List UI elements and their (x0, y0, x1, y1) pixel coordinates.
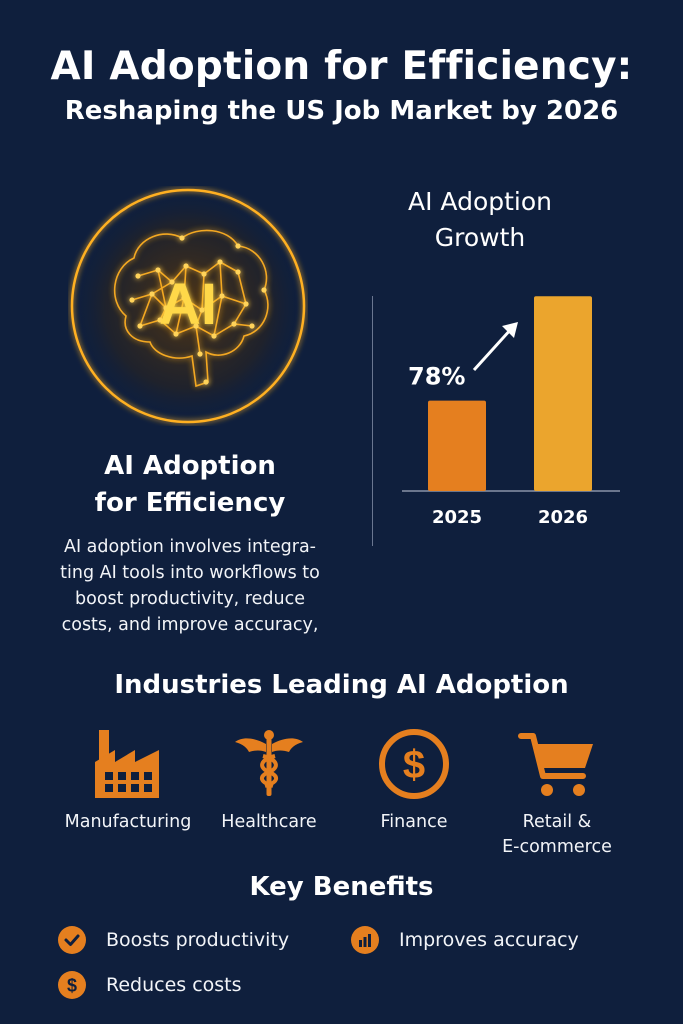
bar-2026 (534, 296, 592, 491)
intro-body-line1: AI adoption involves integra- (63, 537, 317, 557)
check-circle-icon (58, 926, 86, 954)
chart-svg: 2025 78% 2026 (402, 296, 620, 528)
benefits-title: Key Benefits (249, 872, 434, 902)
brain-icon: AI (70, 188, 306, 424)
x-tick-label: 2026 (538, 507, 588, 528)
chart-title-line2: Growth (434, 223, 526, 252)
industry-retail: Retail & E-commerce (482, 728, 632, 860)
bar-chart-circle-icon (351, 926, 379, 954)
industries-title: Industries Leading AI Adoption (114, 670, 569, 700)
intro-heading-line1: AI Adoption (104, 451, 276, 481)
industry-label-line1: Retail & (522, 812, 592, 832)
industry-manufacturing: Manufacturing (53, 728, 203, 835)
growth-arrow-head (502, 322, 518, 338)
intro-body-line3: boost productivity, reduce (75, 589, 305, 609)
intro-body-line2: ting AI tools into workflows to (60, 563, 320, 583)
factory-icon (95, 730, 159, 798)
chart-title: AI Adoption Growth (380, 184, 580, 256)
benefit-item: Boosts productivity (58, 926, 289, 954)
benefit-label: Boosts productivity (106, 929, 290, 951)
industry-label: Manufacturing (64, 812, 192, 832)
growth-arrow-line (472, 326, 514, 372)
industry-label-line2: E-commerce (502, 837, 612, 857)
vertical-divider (372, 296, 373, 546)
page-title: AI Adoption for Efficiency: (50, 44, 633, 89)
shopping-cart-icon (518, 733, 593, 796)
benefit-item: $ Reduces costs (58, 971, 242, 999)
svg-text:$: $ (403, 743, 425, 787)
data-label: 78% (408, 363, 465, 391)
intro-body-line4: costs, and improve accuracy, (61, 615, 319, 635)
bar-2025 (428, 400, 486, 491)
intro-body: AI adoption involves integra- ting AI to… (34, 534, 346, 638)
dollar-coin-icon: $ (379, 729, 449, 799)
industry-healthcare: Healthcare (194, 728, 344, 835)
brain-ai-label: AI (159, 272, 217, 337)
svg-text:$: $ (67, 976, 77, 996)
adoption-growth-chart: 2025 78% 2026 (380, 270, 640, 540)
benefit-label: Reduces costs (106, 974, 242, 996)
industry-label: Healthcare (221, 812, 317, 832)
industry-finance: $ Finance (339, 728, 489, 835)
caduceus-icon (235, 730, 303, 796)
industry-label: Retail & E-commerce (482, 810, 632, 860)
intro-heading: AI Adoption for Efficiency (40, 448, 340, 522)
benefit-label: Improves accuracy (399, 929, 579, 951)
ai-brain-illustration: AI (68, 186, 308, 426)
x-tick-label: 2025 (432, 507, 482, 528)
intro-heading-line2: for Efficiency (94, 488, 286, 518)
dollar-circle-icon: $ (58, 971, 86, 999)
chart-title-line1: AI Adoption (407, 187, 552, 216)
industry-label: Finance (380, 812, 448, 832)
page-subtitle: Reshaping the US Job Market by 2026 (64, 96, 619, 126)
benefit-item: Improves accuracy (351, 926, 579, 954)
